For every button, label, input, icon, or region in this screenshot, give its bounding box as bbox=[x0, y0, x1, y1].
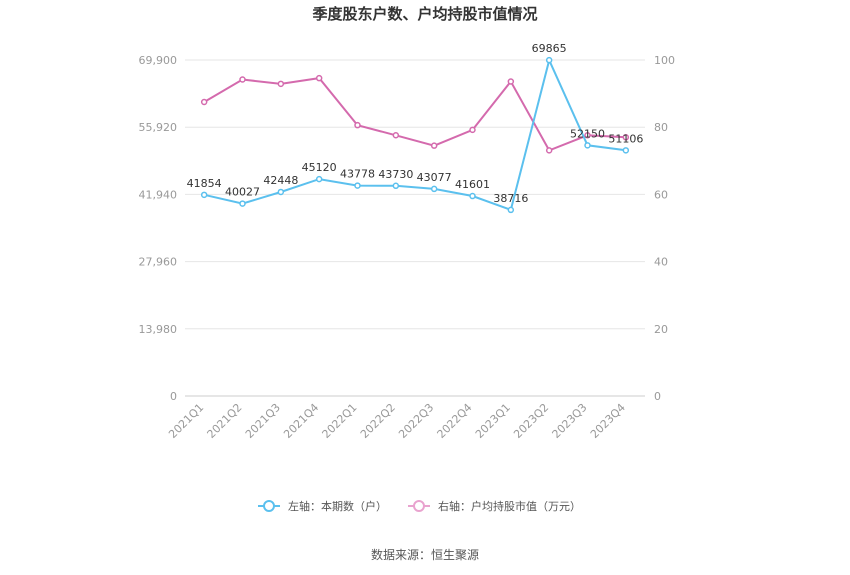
left-tick-label: 13,980 bbox=[139, 323, 178, 336]
data-point[interactable] bbox=[392, 182, 400, 190]
chart-title: 季度股东户数、户均持股市值情况 bbox=[312, 5, 537, 23]
data-label: 69865 bbox=[532, 42, 567, 55]
data-point[interactable] bbox=[584, 132, 591, 139]
data-point[interactable] bbox=[315, 175, 323, 183]
left-tick-label: 41,940 bbox=[139, 188, 178, 201]
data-label: 41601 bbox=[455, 178, 490, 191]
data-label: 52150 bbox=[570, 127, 605, 140]
x-tick-label: 2021Q4 bbox=[281, 401, 321, 441]
data-point[interactable] bbox=[392, 132, 400, 139]
right-tick-label: 100 bbox=[654, 54, 675, 67]
data-point[interactable] bbox=[315, 74, 323, 82]
x-tick-label: 2021Q2 bbox=[205, 401, 245, 441]
data-point[interactable] bbox=[430, 185, 438, 193]
data-point[interactable] bbox=[277, 80, 285, 88]
data-point[interactable] bbox=[354, 121, 361, 129]
left-axis: 0 13,980 27,960 41,940 55,920 69,900 bbox=[139, 54, 178, 403]
data-point[interactable] bbox=[507, 206, 515, 214]
data-label: 41854 bbox=[187, 177, 222, 190]
data-point[interactable] bbox=[239, 200, 246, 207]
legend-marker-left bbox=[263, 500, 275, 512]
x-axis: 2021Q12021Q22021Q32021Q42022Q12022Q22022… bbox=[166, 401, 628, 441]
right-tick-label: 60 bbox=[654, 188, 668, 201]
data-point[interactable] bbox=[469, 192, 476, 200]
legend-marker-right bbox=[413, 500, 425, 512]
legend-label-left: 左轴：本期数（户） bbox=[288, 499, 387, 513]
left-tick-label: 0 bbox=[170, 390, 177, 403]
left-tick-label: 55,920 bbox=[139, 121, 178, 134]
x-tick-label: 2021Q1 bbox=[166, 401, 206, 441]
data-point[interactable] bbox=[622, 147, 630, 154]
x-tick-label: 2022Q3 bbox=[396, 401, 436, 441]
grid bbox=[185, 59, 645, 397]
x-tick-label: 2022Q4 bbox=[435, 401, 475, 441]
data-point[interactable] bbox=[622, 134, 630, 141]
right-tick-label: 0 bbox=[654, 390, 661, 403]
data-point[interactable] bbox=[354, 182, 361, 189]
legend-item-right[interactable]: 右轴：户均持股市值（万元） bbox=[408, 499, 581, 513]
x-tick-label: 2023Q2 bbox=[511, 401, 551, 441]
series-line-left bbox=[203, 57, 626, 212]
data-label: 51106 bbox=[608, 132, 643, 145]
data-label: 43730 bbox=[378, 168, 413, 181]
x-tick-label: 2021Q3 bbox=[243, 401, 283, 441]
data-point[interactable] bbox=[507, 78, 515, 85]
legend-label-right: 右轴：户均持股市值（万元） bbox=[438, 499, 581, 513]
series-line-right bbox=[203, 77, 626, 152]
data-point[interactable] bbox=[430, 142, 438, 149]
right-axis: 0 20 40 60 80 100 bbox=[654, 54, 675, 403]
data-point[interactable] bbox=[545, 56, 553, 64]
data-point[interactable] bbox=[200, 191, 208, 199]
legend: 左轴：本期数（户） 右轴：户均持股市值（万元） bbox=[258, 499, 581, 513]
data-label: 43077 bbox=[417, 171, 452, 184]
x-tick-label: 2023Q3 bbox=[550, 401, 590, 441]
left-tick-label: 27,960 bbox=[139, 256, 178, 269]
data-point[interactable] bbox=[584, 142, 591, 149]
data-label: 45120 bbox=[302, 161, 337, 174]
left-tick-label: 69,900 bbox=[139, 54, 178, 67]
data-label: 42448 bbox=[263, 174, 298, 187]
data-source: 数据来源：恒生聚源 bbox=[371, 547, 479, 562]
right-tick-label: 40 bbox=[654, 256, 668, 269]
data-point[interactable] bbox=[277, 188, 285, 196]
data-point[interactable] bbox=[239, 76, 246, 83]
series-layer bbox=[200, 56, 630, 214]
x-tick-label: 2023Q4 bbox=[588, 401, 628, 441]
data-label: 38716 bbox=[493, 192, 528, 205]
data-label: 40027 bbox=[225, 186, 260, 199]
legend-item-left[interactable]: 左轴：本期数（户） bbox=[258, 499, 387, 513]
x-tick-label: 2023Q1 bbox=[473, 401, 513, 441]
data-label: 43778 bbox=[340, 168, 375, 181]
data-point[interactable] bbox=[545, 147, 553, 154]
x-tick-label: 2022Q2 bbox=[358, 401, 398, 441]
data-point[interactable] bbox=[200, 98, 208, 106]
right-tick-label: 20 bbox=[654, 323, 668, 336]
right-tick-label: 80 bbox=[654, 121, 668, 134]
data-point[interactable] bbox=[469, 126, 476, 134]
x-tick-label: 2022Q1 bbox=[320, 401, 360, 441]
